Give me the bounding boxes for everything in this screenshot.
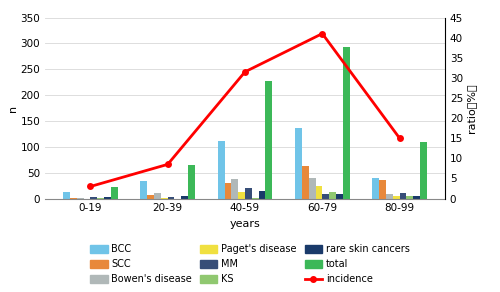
Bar	[148, 195, 154, 199]
Bar	[104, 197, 111, 199]
Bar	[322, 194, 329, 199]
Bar	[188, 165, 195, 199]
Legend: BCC, SCC, Bowen's disease, Paget's disease, MM, KS, rare skin cancers, total, in: BCC, SCC, Bowen's disease, Paget's disea…	[87, 241, 413, 287]
Bar	[393, 196, 400, 199]
Bar	[70, 197, 77, 199]
Bar	[342, 47, 349, 199]
Bar	[218, 141, 224, 199]
Bar	[168, 197, 174, 199]
Bar	[232, 179, 238, 199]
Bar	[97, 198, 104, 199]
Bar	[413, 196, 420, 199]
Bar	[386, 194, 393, 199]
X-axis label: years: years	[230, 219, 260, 229]
Bar	[182, 196, 188, 199]
Bar	[224, 183, 232, 199]
Bar	[336, 194, 342, 199]
Bar	[140, 181, 147, 199]
Bar	[238, 192, 245, 199]
Bar	[90, 197, 97, 199]
Bar	[245, 188, 252, 199]
Bar	[329, 192, 336, 199]
Bar	[258, 191, 266, 199]
Bar	[308, 178, 316, 199]
Bar	[420, 142, 427, 199]
Bar	[266, 81, 272, 199]
Y-axis label: ratio（%）: ratio（%）	[466, 83, 476, 133]
Bar	[161, 198, 168, 199]
Bar	[154, 193, 161, 199]
Bar	[77, 197, 84, 199]
Bar	[111, 187, 117, 199]
Bar	[302, 166, 308, 199]
Bar	[252, 198, 258, 199]
Bar	[400, 193, 406, 199]
Bar	[372, 178, 379, 199]
Bar	[379, 180, 386, 199]
Bar	[316, 186, 322, 199]
Bar	[295, 128, 302, 199]
Bar	[406, 196, 413, 199]
Y-axis label: n: n	[8, 105, 18, 112]
Bar	[63, 192, 70, 199]
